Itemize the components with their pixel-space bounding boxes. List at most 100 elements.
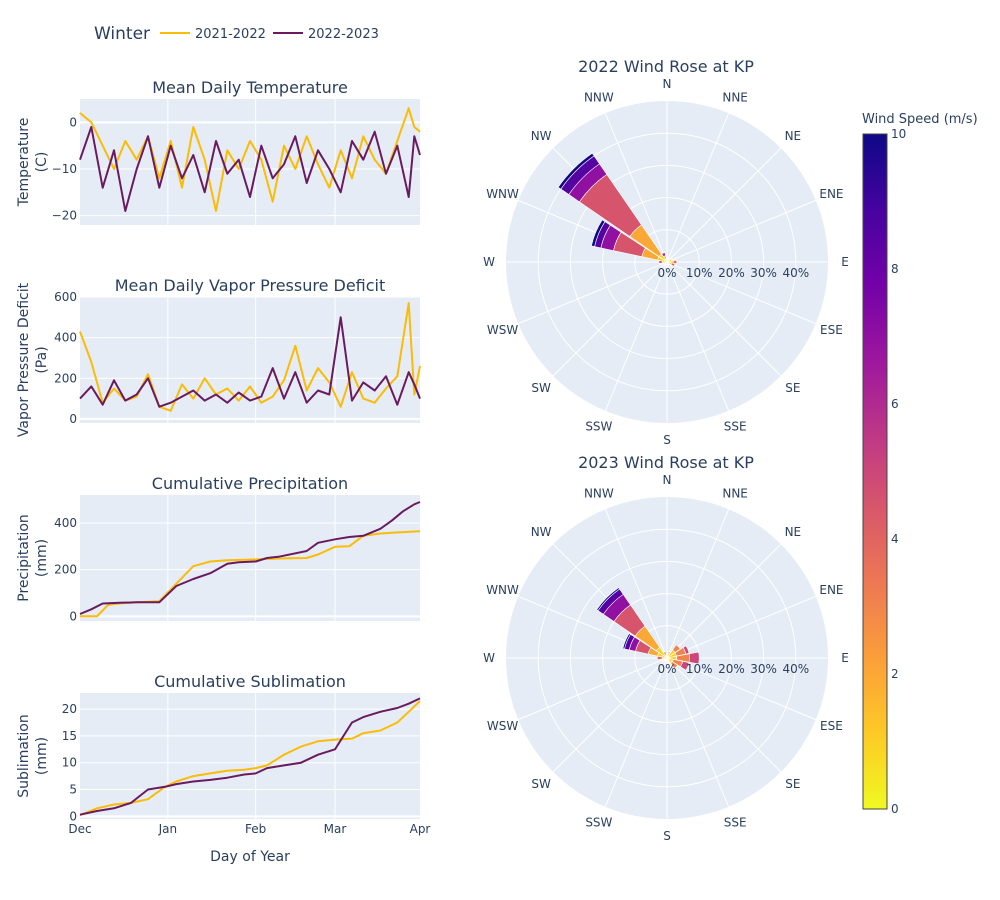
direction-label-SW: SW: [531, 381, 551, 395]
series-line-2022-2023[interactable]: [79, 316, 421, 408]
rose-bar-ENE[interactable]: [682, 645, 690, 655]
vpd-panel: Mean Daily Vapor Pressure Deficit 0 200 40…: [16, 276, 421, 437]
radial-tick-label: 20%: [718, 266, 745, 280]
y-tick-label: −10: [52, 162, 77, 176]
y-tick-label: 0: [69, 412, 77, 426]
angular-gridline: [666, 113, 730, 263]
angular-gridline: [604, 261, 668, 411]
y-tick-label: 10: [62, 756, 77, 770]
direction-label-ESE: ESE: [820, 719, 843, 733]
rose-bar-W[interactable]: [657, 655, 663, 661]
direction-label-NE: NE: [785, 525, 802, 539]
y-axis-label: Sublimation (mm): [16, 714, 50, 797]
y-tick-label: 0: [69, 115, 77, 129]
direction-label-WNW: WNW: [486, 583, 519, 597]
rose-bar-WNW[interactable]: [622, 633, 631, 650]
direction-label-NNE: NNE: [722, 487, 748, 501]
radial-tick-label: 40%: [782, 662, 809, 676]
direction-label-W: W: [483, 651, 495, 665]
plot-area: [80, 693, 420, 819]
wind-rose-2022-title: 2022 Wind Rose at KP: [578, 57, 754, 76]
rose-bar-NW[interactable]: [557, 152, 595, 190]
plot-area: [80, 495, 420, 621]
rose-bar-NNW[interactable]: [663, 651, 667, 656]
rose-bar-ESE[interactable]: [670, 262, 676, 267]
direction-label-SW: SW: [531, 777, 551, 791]
direction-label-WNW: WNW: [486, 187, 519, 201]
legend-label-2021-2022[interactable]: 2021-2022: [195, 27, 266, 42]
direction-label-SSE: SSE: [724, 815, 747, 829]
direction-label-SSW: SSW: [585, 815, 612, 829]
rose-bar-E[interactable]: [688, 651, 700, 665]
direction-label-W: W: [483, 255, 495, 269]
series-line-2022-2023[interactable]: [79, 126, 421, 212]
angular-gridline: [604, 113, 668, 263]
rose-bar-WNW[interactable]: [591, 219, 606, 247]
rose-bar-SE[interactable]: [666, 261, 671, 266]
angular-gridline: [518, 657, 668, 721]
direction-label-N: N: [663, 77, 672, 91]
series-line-2021-2022[interactable]: [79, 700, 421, 817]
direction-label-ESE: ESE: [820, 323, 843, 337]
direction-label-SE: SE: [785, 777, 800, 791]
angular-gridline: [666, 657, 782, 773]
x-tick-label: Feb: [245, 822, 266, 836]
legend: Winter 2021-2022 2022-2023: [94, 24, 379, 44]
y-axis-label: Precipitation (mm): [16, 514, 50, 602]
series-line-2022-2023[interactable]: [79, 697, 421, 816]
direction-label-SSE: SSE: [724, 419, 747, 433]
legend-label-2022-2023[interactable]: 2022-2023: [308, 27, 379, 42]
plot-area: [80, 99, 420, 225]
rose-bar-NW[interactable]: [596, 587, 620, 611]
angular-gridline: [666, 147, 782, 263]
y-axis-label: Vapor Pressure Deficit (Pa): [16, 282, 50, 437]
rose-bar-NNW[interactable]: [661, 252, 667, 258]
y-axis-label: Temperature (C): [16, 118, 50, 208]
direction-label-NE: NE: [785, 129, 802, 143]
y-tick-label: −20: [52, 209, 77, 223]
sublimation-panel: Cumulative Sublimation Day of Year 0 5 10 1…: [16, 672, 430, 865]
radial-tick-label: 0%: [657, 266, 676, 280]
direction-label-NNE: NNE: [722, 91, 748, 105]
rose-bars: [596, 587, 700, 671]
radial-tick-label: 30%: [750, 266, 777, 280]
angular-gridline: [666, 199, 816, 263]
direction-label-ENE: ENE: [819, 583, 843, 597]
direction-label-SSW: SSW: [585, 419, 612, 433]
y-tick-label: 200: [54, 563, 77, 577]
x-tick-label: Mar: [324, 822, 347, 836]
angular-gridline: [666, 261, 782, 377]
vpd-title: Mean Daily Vapor Pressure Deficit: [115, 276, 386, 295]
direction-label-ENE: ENE: [819, 187, 843, 201]
colorbar-tick-label: 8: [891, 262, 899, 276]
rose-bar-W[interactable]: [658, 260, 663, 264]
x-tick-label: Dec: [68, 822, 91, 836]
direction-label-E: E: [841, 255, 849, 269]
plot-area: [80, 297, 420, 423]
series-line-2022-2023[interactable]: [79, 501, 421, 615]
y-tick-label: 0: [69, 609, 77, 623]
x-axis-label: Day of Year: [210, 849, 290, 865]
rose-bar-NE[interactable]: [672, 644, 681, 653]
temperature-panel: Mean Daily Temperature 0 −10 −20Temperatur…: [16, 78, 421, 225]
rose-bar-SE[interactable]: [670, 661, 679, 670]
precipitation-title: Cumulative Precipitation: [152, 474, 348, 493]
angular-gridline: [666, 261, 730, 411]
radial-tick-label: 10%: [686, 266, 713, 280]
wind-rose-2023-title: 2023 Wind Rose at KP: [578, 453, 754, 472]
radial-tick-label: 20%: [718, 662, 745, 676]
angular-gridline: [666, 543, 782, 659]
angular-gridline: [552, 261, 668, 377]
legend-title: Winter: [94, 24, 150, 44]
precipitation-panel: Cumulative Precipitation 0 200 400 Precipit…: [16, 474, 421, 623]
x-tick-label: Apr: [410, 822, 431, 836]
rose-bar-ESE[interactable]: [680, 660, 690, 671]
y-tick-label: 400: [54, 331, 77, 345]
series-line-2021-2022[interactable]: [79, 107, 421, 212]
rose-bar-SSE[interactable]: [666, 657, 670, 662]
y-tick-label: 15: [62, 729, 77, 743]
angular-gridline: [666, 657, 730, 807]
direction-label-E: E: [841, 651, 849, 665]
rose-bar-E[interactable]: [672, 259, 677, 265]
angular-gridline: [604, 509, 668, 659]
